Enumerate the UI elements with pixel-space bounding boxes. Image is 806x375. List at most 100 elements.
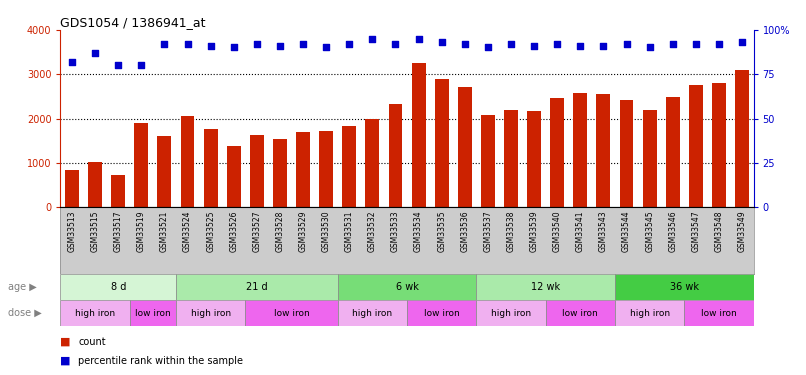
Point (251, 41, 264, 47)
Point (528, 43, 541, 49)
Text: GSM33545: GSM33545 (645, 211, 654, 252)
Bar (689, 85, 703, 207)
Bar (573, 93, 588, 207)
Text: GSM33519: GSM33519 (137, 211, 146, 252)
Point (689, 41, 702, 47)
Point (574, 43, 587, 49)
Bar (60, 274, 176, 300)
Bar (245, 300, 338, 326)
Bar (319, 130, 333, 207)
Point (505, 41, 517, 47)
Text: high iron: high iron (75, 309, 115, 318)
Point (459, 41, 472, 47)
Bar (412, 63, 426, 207)
Text: GSM33539: GSM33539 (530, 211, 538, 252)
Point (181, 41, 194, 47)
Text: ■: ■ (60, 337, 71, 347)
Bar (550, 98, 564, 207)
Text: age ▶: age ▶ (8, 282, 37, 292)
Point (343, 41, 355, 47)
Bar (130, 300, 176, 326)
Bar (620, 100, 634, 207)
Point (89, 50, 102, 56)
Text: GSM33548: GSM33548 (714, 211, 724, 252)
Bar (642, 110, 657, 207)
Text: GSM33525: GSM33525 (206, 211, 215, 252)
Bar (527, 111, 541, 207)
Text: GSM33531: GSM33531 (345, 211, 354, 252)
Bar (666, 97, 679, 207)
Point (320, 45, 333, 51)
Bar (735, 70, 749, 207)
Bar (615, 274, 754, 300)
Text: GSM33533: GSM33533 (391, 211, 400, 252)
Bar (176, 300, 245, 326)
Text: GSM33532: GSM33532 (368, 211, 377, 252)
Point (667, 41, 679, 47)
Bar (407, 300, 476, 326)
Bar (226, 146, 241, 207)
Text: 8 d: 8 d (110, 282, 126, 292)
Text: GSM33541: GSM33541 (575, 211, 585, 252)
Point (227, 45, 240, 51)
Bar (60, 300, 130, 326)
Point (736, 39, 749, 45)
Bar (365, 119, 380, 207)
Text: GSM33549: GSM33549 (737, 211, 746, 252)
Text: GSM33543: GSM33543 (599, 211, 608, 252)
Point (112, 62, 125, 68)
Point (389, 41, 402, 47)
Text: low iron: low iron (424, 309, 459, 318)
Point (713, 41, 725, 47)
Point (366, 36, 379, 42)
Bar (343, 126, 356, 207)
Text: count: count (78, 337, 106, 347)
Bar (476, 274, 615, 300)
Point (481, 45, 494, 51)
Point (135, 62, 147, 68)
Text: GSM33529: GSM33529 (298, 211, 308, 252)
Text: high iron: high iron (352, 309, 393, 318)
Bar (338, 300, 407, 326)
Bar (712, 82, 726, 207)
Point (435, 39, 448, 45)
Text: 12 wk: 12 wk (531, 282, 560, 292)
Text: 21 d: 21 d (246, 282, 268, 292)
Point (65, 59, 78, 65)
Text: dose ▶: dose ▶ (8, 308, 42, 318)
Point (620, 41, 633, 47)
Text: high iron: high iron (629, 309, 670, 318)
Point (550, 41, 563, 47)
Text: low iron: low iron (563, 309, 598, 318)
Point (412, 36, 425, 42)
Bar (273, 139, 287, 207)
Bar (434, 80, 449, 207)
Text: GSM33538: GSM33538 (506, 211, 516, 252)
Point (204, 43, 217, 49)
Bar (135, 123, 148, 207)
Text: high iron: high iron (190, 309, 231, 318)
Point (273, 43, 286, 49)
Text: GSM33544: GSM33544 (622, 211, 631, 252)
Point (643, 45, 656, 51)
Bar (157, 136, 172, 207)
Bar (176, 274, 338, 300)
Bar (204, 129, 218, 207)
Bar (481, 115, 495, 207)
Bar (111, 175, 125, 207)
Text: 36 wk: 36 wk (670, 282, 699, 292)
Bar (181, 116, 194, 207)
Bar (65, 170, 79, 207)
Text: GDS1054 / 1386941_at: GDS1054 / 1386941_at (60, 15, 206, 28)
Text: GSM33521: GSM33521 (160, 211, 169, 252)
Point (597, 43, 610, 49)
Point (158, 41, 171, 47)
Text: GSM33537: GSM33537 (484, 211, 492, 252)
Bar (88, 162, 102, 207)
Bar (476, 300, 546, 326)
Text: GSM33526: GSM33526 (229, 211, 239, 252)
Text: GSM33540: GSM33540 (553, 211, 562, 252)
Text: GSM33530: GSM33530 (322, 211, 330, 252)
Bar (546, 300, 615, 326)
Text: high iron: high iron (491, 309, 531, 318)
